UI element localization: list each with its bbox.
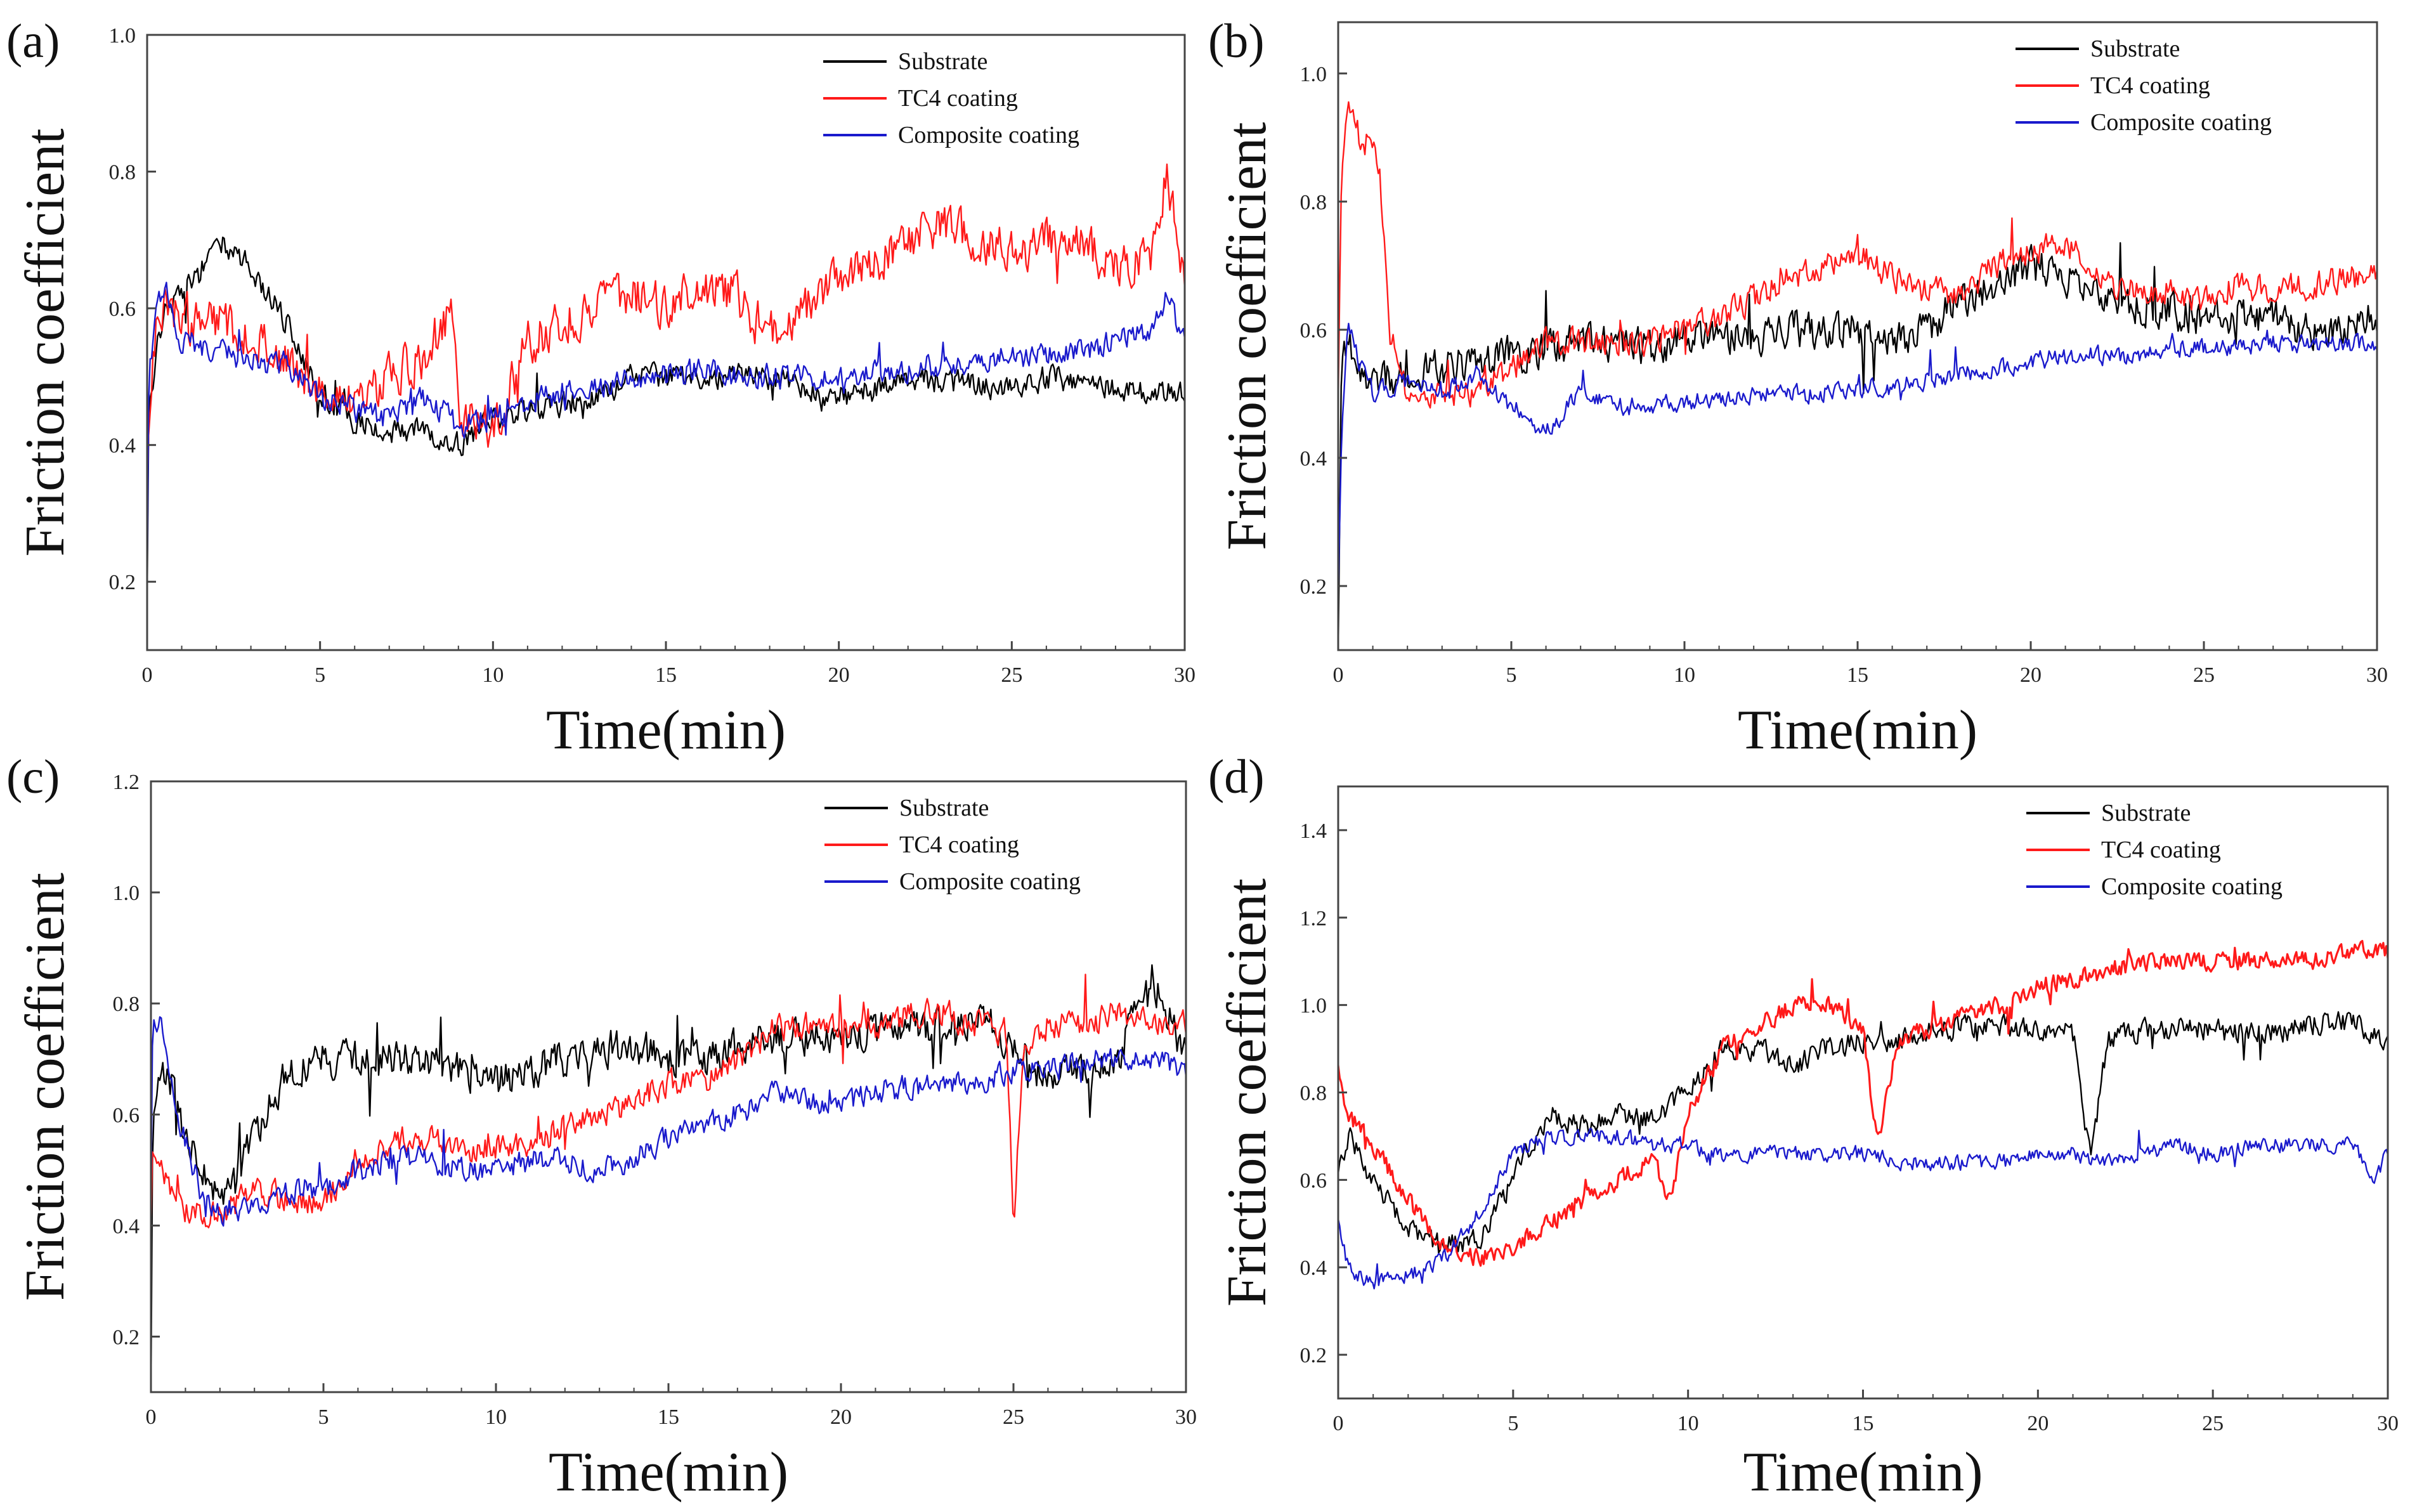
x-tick-label: 25 [1003, 1405, 1024, 1429]
legend-label-composite: Composite coating [899, 868, 1081, 895]
series-line-substrate [147, 237, 1185, 599]
legend-label-tc4: TC4 coating [2101, 837, 2221, 863]
series-line-tc4 [147, 163, 1185, 507]
legend-label-tc4: TC4 coating [899, 831, 1019, 858]
y-axis-label: Friction coefficient [15, 128, 76, 556]
x-tick-label: 10 [1674, 663, 1695, 687]
x-tick-label: 5 [1508, 1412, 1518, 1435]
x-tick-label: 0 [146, 1405, 157, 1429]
y-tick-label: 0.2 [1300, 575, 1327, 599]
y-axis-label: Friction coefficient [1216, 122, 1278, 550]
legend-label-tc4: TC4 coating [2090, 72, 2210, 99]
x-tick-label: 30 [1174, 663, 1195, 687]
y-tick-label: 0.4 [1300, 1256, 1327, 1280]
y-tick-label: 1.2 [1300, 907, 1327, 930]
y-tick-label: 1.0 [1300, 994, 1327, 1018]
x-tick-label: 0 [1333, 1412, 1344, 1435]
y-tick-label: 1.0 [1300, 63, 1327, 86]
series-line-substrate [151, 964, 1186, 1392]
panel-b: 0 5 10 15 20 25 30 0.2 0.4 0.6 0.8 1.0 Time(min) Fric… [1208, 15, 2388, 761]
series-line-substrate [1338, 242, 2377, 650]
x-tick-label: 15 [655, 663, 677, 687]
series-line-tc4 [1338, 101, 2377, 409]
x-tick-label: 15 [1853, 1412, 1874, 1435]
x-tick-label: 5 [315, 663, 325, 687]
y-tick-label: 1.2 [113, 771, 140, 794]
x-tick-label: 15 [658, 1405, 679, 1429]
x-tick-label: 20 [828, 663, 850, 687]
y-tick-label: 0.2 [1300, 1344, 1327, 1367]
x-tick-label: 10 [1677, 1412, 1699, 1435]
legend-label-substrate: Substrate [2101, 800, 2191, 826]
y-axis-label: Friction coefficient [15, 873, 76, 1301]
x-tick-label: 20 [830, 1405, 852, 1429]
y-tick-label: 0.6 [109, 297, 136, 321]
panel-label: (b) [1208, 15, 1265, 68]
series-line-substrate [1338, 1011, 2388, 1254]
panel-label: (a) [6, 15, 60, 68]
panel-label: (d) [1208, 750, 1265, 804]
x-tick-label: 30 [1175, 1405, 1197, 1429]
legend-label-substrate: Substrate [2090, 36, 2180, 62]
y-tick-label: 0.6 [113, 1104, 140, 1127]
series-line-composite [151, 1016, 1186, 1227]
y-tick-label: 0.6 [1300, 1169, 1327, 1192]
x-tick-label: 30 [2377, 1412, 2399, 1435]
x-axis-label: Time(min) [546, 700, 786, 761]
panel-a: 0 5 10 15 20 25 30 0.2 0.4 0.6 0.8 1.0 Time(min) Fric… [6, 15, 1195, 761]
x-tick-label: 15 [1847, 663, 1868, 687]
legend-label-substrate: Substrate [898, 48, 987, 75]
legend-label-composite: Composite coating [2090, 109, 2272, 136]
series-line-composite [1338, 322, 2377, 594]
x-tick-label: 20 [2020, 663, 2042, 687]
y-tick-label: 0.6 [1300, 319, 1327, 342]
y-tick-label: 0.4 [113, 1215, 140, 1238]
series-group [147, 163, 1185, 599]
x-tick-label: 30 [2366, 663, 2388, 687]
y-tick-label: 0.8 [1300, 1082, 1327, 1105]
y-tick-label: 1.0 [109, 24, 136, 48]
x-tick-label: 0 [1333, 663, 1344, 687]
y-tick-label: 0.4 [109, 434, 136, 458]
x-axis-label: Time(min) [549, 1442, 788, 1503]
panel-label: (c) [6, 750, 60, 804]
series-group [151, 964, 1186, 1392]
x-tick-label: 0 [142, 663, 153, 687]
series-line-tc4 [151, 974, 1186, 1228]
x-tick-label: 25 [1001, 663, 1022, 687]
series-line-composite [147, 282, 1185, 578]
series-line-tc4 [1338, 939, 2388, 1267]
x-tick-label: 20 [2027, 1412, 2048, 1435]
legend-label-composite: Composite coating [898, 122, 1079, 148]
panel-c: 0 5 10 15 20 25 30 0.2 0.4 0.6 0.8 1.0 1.2 Time(min) F… [6, 750, 1197, 1503]
legend-label-substrate: Substrate [899, 795, 989, 821]
y-tick-label: 0.2 [109, 571, 136, 594]
panel-d: 0 5 10 15 20 25 30 0.2 0.4 0.6 0.8 1.0 1.2 1.4 Time(mi… [1208, 750, 2399, 1503]
legend-label-composite: Composite coating [2101, 873, 2283, 900]
series-group [1338, 101, 2377, 650]
series-group [1338, 939, 2388, 1290]
x-tick-label: 10 [485, 1405, 507, 1429]
y-axis-label: Friction coefficient [1216, 878, 1278, 1307]
x-axis-label: Time(min) [1738, 700, 1977, 761]
x-tick-label: 25 [2193, 663, 2215, 687]
series-line-composite [1338, 1128, 2388, 1290]
y-tick-label: 1.4 [1300, 819, 1327, 843]
y-tick-label: 0.4 [1300, 447, 1327, 471]
y-tick-label: 0.8 [109, 161, 136, 185]
y-tick-label: 0.2 [113, 1326, 140, 1349]
y-tick-label: 0.8 [1300, 191, 1327, 214]
x-tick-label: 10 [482, 663, 504, 687]
x-axis-label: Time(min) [1743, 1442, 1983, 1503]
x-tick-label: 5 [318, 1405, 329, 1429]
y-tick-label: 1.0 [113, 882, 140, 905]
y-tick-label: 0.8 [113, 993, 140, 1016]
x-tick-label: 5 [1506, 663, 1517, 687]
x-tick-label: 25 [2202, 1412, 2224, 1435]
legend-label-tc4: TC4 coating [898, 85, 1018, 112]
